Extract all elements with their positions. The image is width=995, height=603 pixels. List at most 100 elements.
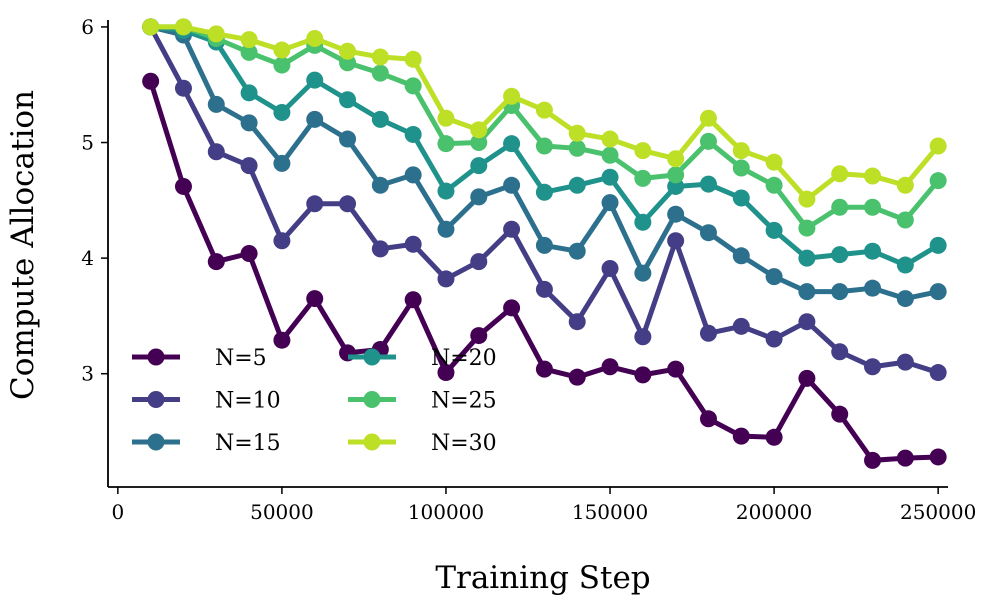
legend-swatch-marker bbox=[147, 433, 165, 451]
legend-swatch-marker bbox=[363, 433, 381, 451]
data-point bbox=[667, 232, 685, 250]
data-point bbox=[601, 260, 619, 278]
data-point bbox=[667, 360, 685, 378]
legend-item: N=25 bbox=[348, 389, 497, 414]
data-point bbox=[437, 182, 455, 200]
data-point bbox=[896, 290, 914, 308]
data-point bbox=[404, 291, 422, 309]
y-tick-label: 5 bbox=[81, 131, 94, 155]
data-point bbox=[371, 240, 389, 258]
data-point bbox=[470, 157, 488, 175]
data-point bbox=[667, 166, 685, 184]
data-point bbox=[306, 290, 324, 308]
data-point bbox=[240, 114, 258, 132]
data-point bbox=[601, 168, 619, 186]
data-point bbox=[831, 283, 849, 301]
data-point bbox=[273, 41, 291, 59]
data-point bbox=[765, 330, 783, 348]
data-point bbox=[273, 154, 291, 172]
data-point bbox=[634, 169, 652, 187]
data-point bbox=[568, 313, 586, 331]
x-tick-label: 150000 bbox=[572, 500, 648, 524]
data-point bbox=[896, 449, 914, 467]
data-point bbox=[864, 198, 882, 216]
legend-label: N=30 bbox=[431, 431, 497, 456]
data-point bbox=[864, 451, 882, 469]
legend-item: N=5 bbox=[132, 346, 267, 371]
data-point bbox=[339, 130, 357, 148]
data-point bbox=[831, 198, 849, 216]
x-tick-label: 0 bbox=[111, 500, 124, 524]
data-point bbox=[732, 189, 750, 207]
data-point bbox=[240, 84, 258, 102]
legend-label: N=25 bbox=[431, 389, 497, 414]
data-point bbox=[535, 236, 553, 254]
legend-item: N=10 bbox=[132, 389, 281, 414]
legend-swatch-marker bbox=[147, 348, 165, 366]
data-point bbox=[568, 124, 586, 142]
data-point bbox=[831, 165, 849, 183]
x-tick-label: 100000 bbox=[408, 500, 484, 524]
legend-item: N=20 bbox=[348, 346, 497, 371]
data-point bbox=[306, 71, 324, 89]
data-point bbox=[601, 358, 619, 376]
data-point bbox=[929, 236, 947, 254]
data-point bbox=[667, 150, 685, 168]
data-point bbox=[470, 253, 488, 271]
data-point bbox=[207, 25, 225, 43]
data-point bbox=[798, 249, 816, 267]
data-point bbox=[371, 110, 389, 128]
data-point bbox=[896, 211, 914, 229]
data-point bbox=[929, 364, 947, 382]
y-tick-label: 6 bbox=[81, 15, 94, 39]
data-point bbox=[470, 134, 488, 152]
data-point bbox=[568, 242, 586, 260]
legend: N=5 N=10 N=15 N=20 N=25 N=30 bbox=[132, 346, 497, 456]
data-point bbox=[306, 110, 324, 128]
data-point bbox=[339, 91, 357, 109]
data-point bbox=[535, 360, 553, 378]
data-point bbox=[699, 132, 717, 150]
data-point bbox=[929, 283, 947, 301]
data-point bbox=[798, 219, 816, 237]
data-point bbox=[896, 176, 914, 194]
data-point bbox=[339, 195, 357, 213]
data-point bbox=[601, 146, 619, 164]
data-point bbox=[535, 101, 553, 119]
series-n-25 bbox=[142, 18, 947, 237]
data-point bbox=[503, 176, 521, 194]
data-point bbox=[765, 221, 783, 239]
x-axis-label: Training Step bbox=[435, 560, 650, 596]
data-point bbox=[437, 109, 455, 127]
data-point bbox=[732, 317, 750, 335]
data-point bbox=[634, 142, 652, 160]
data-point bbox=[371, 176, 389, 194]
data-point bbox=[732, 427, 750, 445]
data-point bbox=[699, 224, 717, 242]
data-point bbox=[404, 50, 422, 68]
data-point bbox=[306, 195, 324, 213]
data-point bbox=[240, 31, 258, 49]
series-n-20 bbox=[142, 18, 947, 274]
data-point bbox=[831, 246, 849, 264]
data-point bbox=[273, 56, 291, 74]
data-point bbox=[831, 405, 849, 423]
y-axis-label: Compute Allocation bbox=[5, 90, 41, 400]
data-point bbox=[174, 177, 192, 195]
data-point bbox=[503, 135, 521, 153]
data-point bbox=[207, 143, 225, 161]
data-point bbox=[535, 280, 553, 298]
data-point bbox=[699, 410, 717, 428]
data-point bbox=[864, 279, 882, 297]
data-point bbox=[634, 213, 652, 231]
legend-label: N=10 bbox=[215, 389, 281, 414]
data-point bbox=[142, 72, 160, 90]
legend-swatch-marker bbox=[363, 348, 381, 366]
data-point bbox=[568, 368, 586, 386]
data-point bbox=[732, 247, 750, 265]
x-tick-label: 50000 bbox=[250, 500, 314, 524]
data-point bbox=[437, 364, 455, 382]
data-point bbox=[896, 256, 914, 274]
legend-label: N=5 bbox=[215, 346, 267, 371]
legend-swatch-marker bbox=[363, 391, 381, 408]
